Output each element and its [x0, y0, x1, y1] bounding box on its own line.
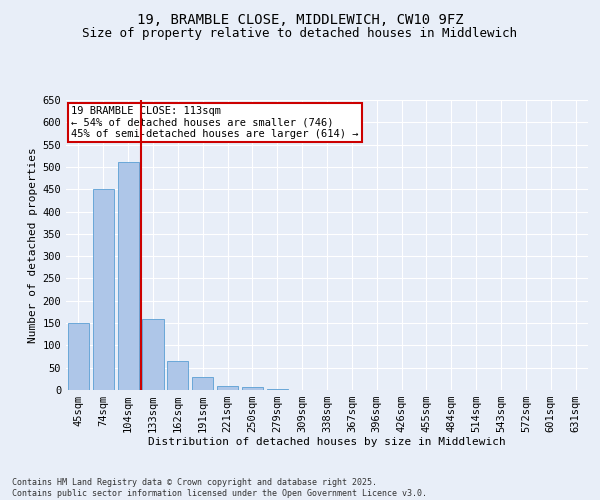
Bar — [93, 189, 114, 390]
Text: Contains HM Land Registry data © Crown copyright and database right 2025.
Contai: Contains HM Land Registry data © Crown c… — [12, 478, 427, 498]
Bar — [68, 323, 89, 390]
Y-axis label: Number of detached properties: Number of detached properties — [28, 147, 38, 343]
Text: 19, BRAMBLE CLOSE, MIDDLEWICH, CW10 9FZ: 19, BRAMBLE CLOSE, MIDDLEWICH, CW10 9FZ — [137, 12, 463, 26]
Bar — [242, 388, 263, 390]
Bar — [192, 376, 213, 390]
Bar — [118, 162, 139, 390]
Bar — [167, 361, 188, 390]
Bar — [217, 386, 238, 390]
Bar — [142, 318, 164, 390]
Bar — [267, 388, 288, 390]
Text: Size of property relative to detached houses in Middlewich: Size of property relative to detached ho… — [83, 28, 517, 40]
Text: 19 BRAMBLE CLOSE: 113sqm
← 54% of detached houses are smaller (746)
45% of semi-: 19 BRAMBLE CLOSE: 113sqm ← 54% of detach… — [71, 106, 359, 139]
X-axis label: Distribution of detached houses by size in Middlewich: Distribution of detached houses by size … — [148, 436, 506, 446]
